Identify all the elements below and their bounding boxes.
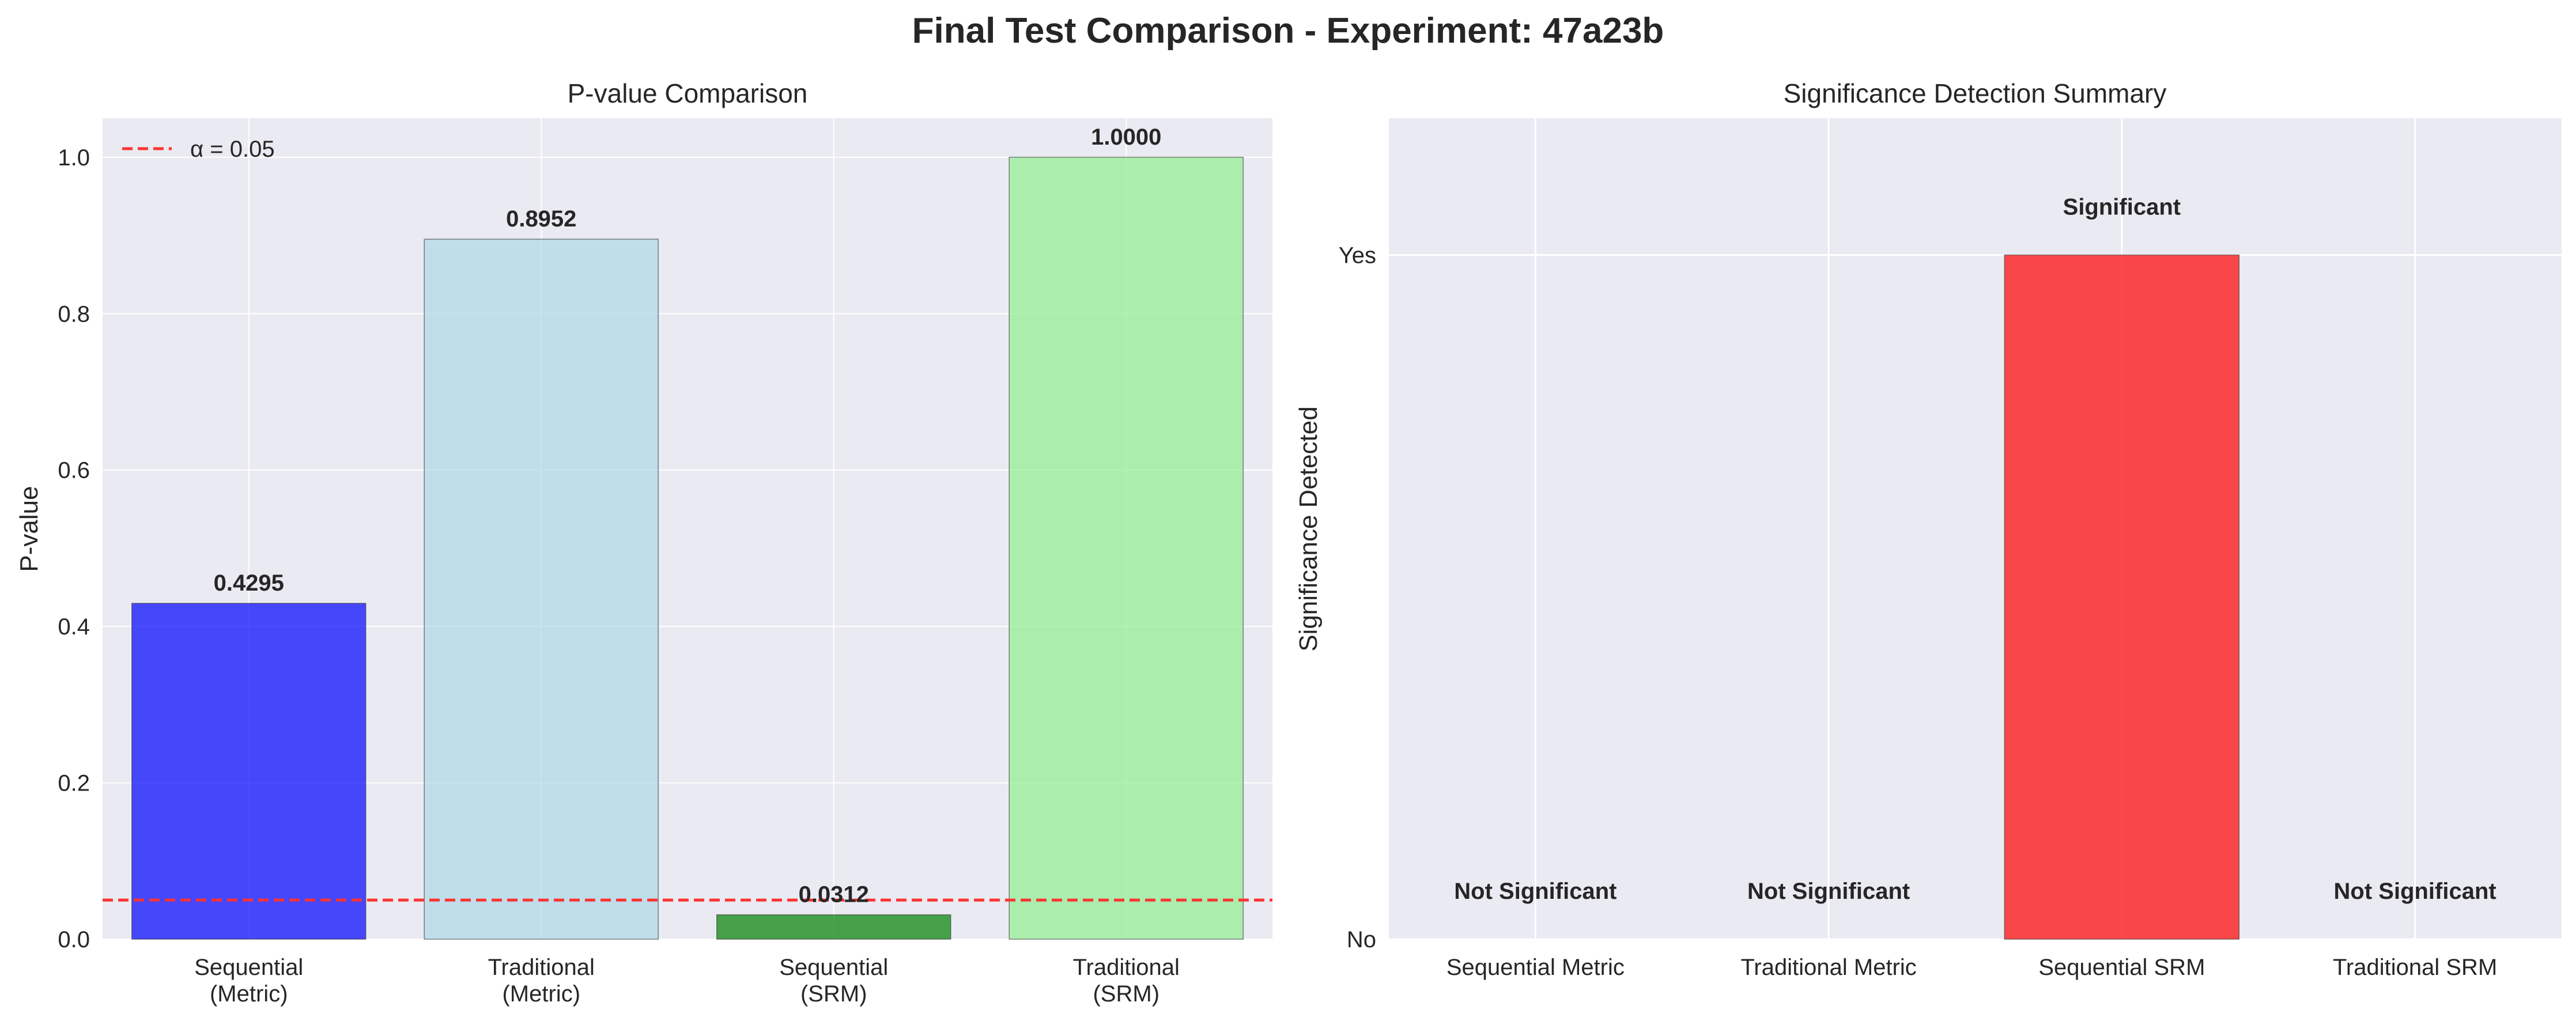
c0-y-tick-label-3: 0.6 [58, 458, 90, 483]
significance-grid [1389, 118, 2562, 940]
c1-y-tick-label-0: No [1347, 927, 1376, 952]
significance-bar-labels: Not Significant Not Significant Significan… [1454, 195, 2496, 905]
bar-value-label-sequential-metric: 0.4295 [214, 570, 284, 596]
significance-y-axis-label: Significance Detected [1294, 406, 1323, 652]
c0-x-tick-label-3: Traditional (SRM) [1073, 955, 1180, 1007]
bar-value-label-traditional-metric: Not Significant [1747, 879, 1910, 904]
bar-traditional-metric [424, 239, 659, 940]
significance-chart: Not Significant Not Significant Significan… [1294, 78, 2562, 980]
c0-y-tick-label-2: 0.4 [58, 614, 90, 640]
c0-y-tick-label-4: 0.8 [58, 301, 90, 327]
significance-chart-title: Significance Detection Summary [1784, 78, 2167, 108]
figure-title: Final Test Comparison - Experiment: 47a2… [912, 11, 1664, 51]
c1-x-tick-label-1: Traditional Metric [1740, 955, 1916, 980]
significance-bars [2004, 254, 2240, 940]
pvalue-y-ticks: 0.0 0.2 0.4 0.6 0.8 1.0 [58, 145, 90, 952]
c1-x-tick-label-2: Sequential SRM [2038, 955, 2205, 980]
pvalue-chart-title: P-value Comparison [568, 78, 808, 108]
significance-x-ticks: Sequential Metric Traditional Metric Seque… [1446, 955, 2497, 980]
bar-value-label-traditional-metric: 0.8952 [506, 206, 576, 232]
significance-y-ticks: No Yes [1339, 243, 1376, 953]
bar-value-label-sequential-srm: 0.0312 [799, 882, 869, 907]
bar-value-label-traditional-srm: 1.0000 [1091, 124, 1161, 150]
bar-traditional-srm [1009, 157, 1244, 940]
pvalue-chart: 0.4295 0.8952 0.0312 1.0000 0.0 0.2 0.4 0.6 0.8… [15, 78, 1272, 1007]
c0-x-tick-label-1: Traditional (Metric) [488, 955, 595, 1007]
pvalue-y-axis-label: P-value [15, 486, 43, 572]
pvalue-x-ticks: Sequential (Metric) Traditional (Metric) Seq… [194, 955, 1180, 1007]
bar-sequential-srm [2004, 254, 2240, 940]
bar-sequential-srm [716, 914, 951, 940]
c0-y-tick-label-5: 1.0 [58, 145, 90, 171]
bar-sequential-metric [131, 603, 367, 940]
c0-y-tick-label-0: 0.0 [58, 927, 90, 952]
pvalue-bar-labels: 0.4295 0.8952 0.0312 1.0000 [214, 124, 1162, 907]
c1-x-tick-label-0: Sequential Metric [1446, 955, 1625, 980]
c1-y-tick-label-1: Yes [1339, 243, 1376, 269]
c0-y-tick-label-1: 0.2 [58, 771, 90, 796]
bar-value-label-sequential-srm: Significant [2063, 195, 2181, 220]
significance-plot-area [1389, 118, 2562, 939]
bar-value-label-traditional-srm: Not Significant [2334, 879, 2496, 904]
c0-x-tick-label-0: Sequential (Metric) [194, 955, 303, 1007]
legend-alpha-label: α = 0.05 [190, 137, 275, 162]
pvalue-legend: α = 0.05 [122, 137, 275, 162]
c0-x-tick-label-2: Sequential (SRM) [779, 955, 888, 1007]
c1-x-tick-label-3: Traditional SRM [2333, 955, 2497, 980]
pvalue-bars [131, 157, 1244, 940]
bar-value-label-sequential-metric: Not Significant [1454, 879, 1616, 904]
